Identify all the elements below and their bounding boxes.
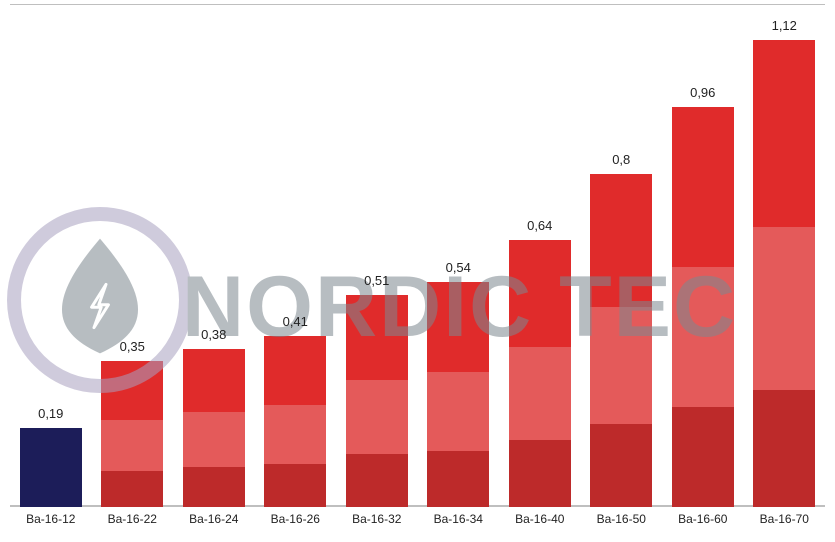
value-label-Ba-16-34: 0,54 bbox=[427, 260, 489, 275]
value-label-Ba-16-32: 0,51 bbox=[346, 273, 408, 288]
bar-Ba-16-24 bbox=[183, 349, 245, 507]
value-label-Ba-16-70: 1,12 bbox=[753, 18, 815, 33]
bar-Ba-16-34 bbox=[427, 282, 489, 507]
category-label-Ba-16-32: Ba-16-32 bbox=[336, 512, 418, 526]
plot-area bbox=[10, 5, 825, 507]
bar-Ba-16-32 bbox=[346, 295, 408, 508]
category-label-Ba-16-12: Ba-16-12 bbox=[10, 512, 92, 526]
value-label-Ba-16-26: 0,41 bbox=[264, 314, 326, 329]
category-label-Ba-16-70: Ba-16-70 bbox=[744, 512, 826, 526]
bar-Ba-16-70 bbox=[753, 40, 815, 507]
category-label-Ba-16-26: Ba-16-26 bbox=[255, 512, 337, 526]
value-label-Ba-16-50: 0,8 bbox=[590, 152, 652, 167]
bar-Ba-16-60 bbox=[672, 107, 734, 507]
bar-Ba-16-22 bbox=[101, 361, 163, 507]
value-label-Ba-16-22: 0,35 bbox=[101, 339, 163, 354]
category-label-Ba-16-40: Ba-16-40 bbox=[499, 512, 581, 526]
category-label-Ba-16-24: Ba-16-24 bbox=[173, 512, 255, 526]
value-label-Ba-16-24: 0,38 bbox=[183, 327, 245, 342]
value-label-Ba-16-60: 0,96 bbox=[672, 85, 734, 100]
bar-Ba-16-50 bbox=[590, 174, 652, 507]
category-label-Ba-16-60: Ba-16-60 bbox=[662, 512, 744, 526]
value-label-Ba-16-40: 0,64 bbox=[509, 218, 571, 233]
category-label-Ba-16-34: Ba-16-34 bbox=[418, 512, 500, 526]
value-label-Ba-16-12: 0,19 bbox=[20, 406, 82, 421]
bar-Ba-16-12 bbox=[20, 428, 82, 507]
category-label-Ba-16-22: Ba-16-22 bbox=[92, 512, 174, 526]
bar-Ba-16-40 bbox=[509, 240, 571, 507]
category-label-Ba-16-50: Ba-16-50 bbox=[581, 512, 663, 526]
bar-Ba-16-26 bbox=[264, 336, 326, 507]
